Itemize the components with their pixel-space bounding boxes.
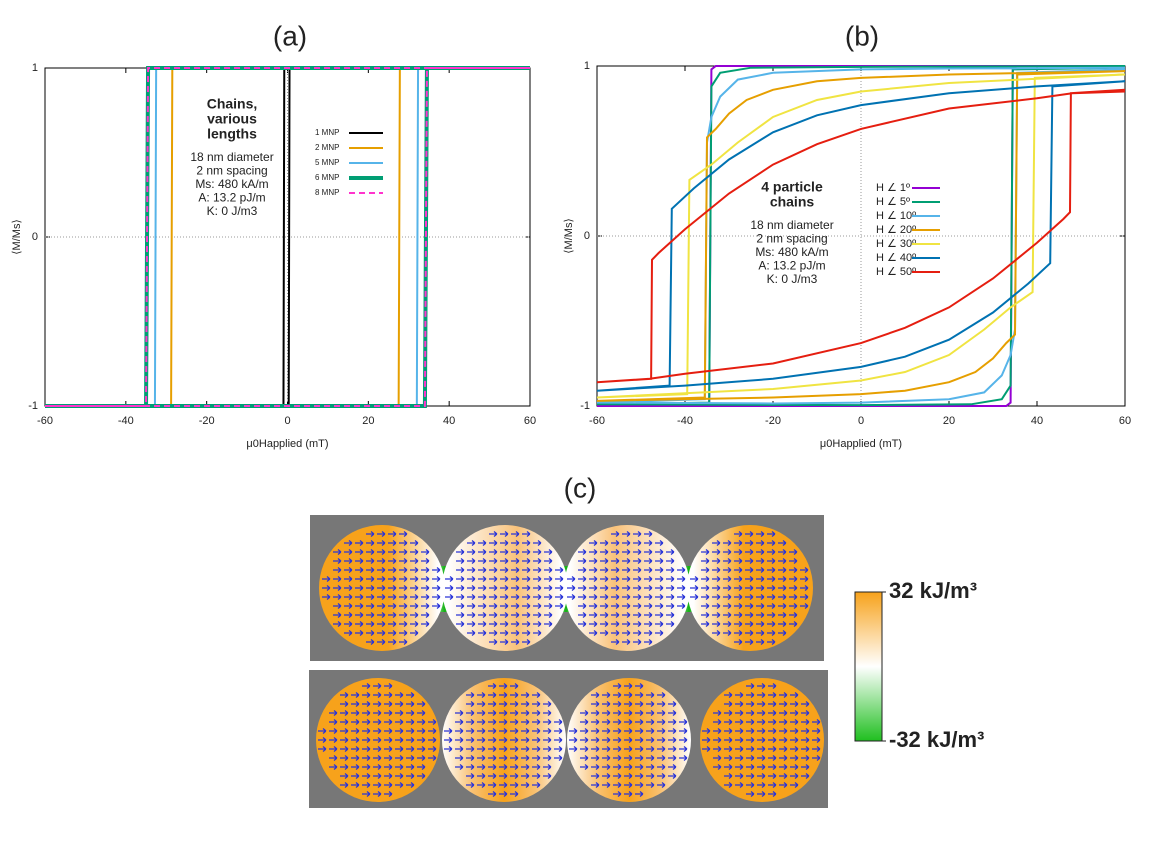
magnetization-arrows: [702, 683, 821, 797]
x-axis-label: μ0Happlied (mT): [820, 438, 902, 450]
y-tick-label: 0: [584, 230, 590, 242]
x-tick-label: 20: [943, 415, 955, 427]
panel-title: (c): [564, 472, 597, 503]
legend-label: 8 MNP: [315, 188, 339, 197]
annotation-line: Ms: 480 kA/m: [755, 245, 828, 259]
legend-label: H ∠ 10º: [876, 210, 916, 222]
legend-label: 5 MNP: [315, 158, 339, 167]
annotation-title: various: [207, 111, 257, 127]
y-tick-label: 0: [32, 231, 38, 243]
hysteresis-loop: [596, 80, 1126, 392]
annotation-line: K: 0 J/m3: [207, 204, 258, 218]
annotation-title: chains: [770, 194, 815, 210]
legend-label: 6 MNP: [315, 173, 339, 182]
x-tick-label: 0: [858, 415, 864, 427]
y-axis-label: ⟨M/Ms⟩: [563, 218, 575, 253]
annotation-title: 4 particle: [761, 179, 823, 195]
annotation-line: A: 13.2 pJ/m: [198, 191, 265, 205]
x-tick-label: 40: [1031, 415, 1043, 427]
x-tick-label: -60: [37, 415, 53, 427]
legend-label: H ∠ 5º: [876, 196, 910, 208]
y-tick-label: 1: [584, 60, 590, 72]
legend-label: H ∠ 30º: [876, 238, 916, 250]
x-tick-label: 0: [284, 415, 290, 427]
annotation-line: 18 nm diameter: [190, 150, 273, 164]
y-tick-label: -1: [28, 400, 38, 412]
x-tick-label: 60: [1119, 415, 1131, 427]
x-axis-label: μ0Happlied (mT): [246, 438, 328, 450]
hysteresis-loop: [596, 88, 1126, 384]
x-tick-label: -40: [118, 415, 134, 427]
annotation-line: 18 nm diameter: [750, 218, 833, 232]
annotation-title: Chains,: [207, 96, 258, 112]
panel-title: (b): [845, 20, 879, 51]
colorbar-label: -32 kJ/m³: [889, 727, 984, 752]
y-tick-label: 1: [32, 62, 38, 74]
annotation-line: K: 0 J/m3: [767, 272, 818, 286]
magnetization-arrows: [569, 683, 688, 797]
x-tick-label: 20: [362, 415, 374, 427]
x-tick-label: 60: [524, 415, 536, 427]
annotation-line: 2 nm spacing: [196, 164, 267, 178]
hysteresis-loop: [596, 70, 1126, 402]
colorbar-label: 32 kJ/m³: [889, 578, 977, 603]
legend-label: H ∠ 1º: [876, 182, 910, 194]
hysteresis-loop: [45, 67, 530, 407]
legend-label: H ∠ 20º: [876, 224, 916, 236]
y-axis-label: ⟨M/Ms⟩: [11, 219, 23, 254]
magnetization-arrows: [690, 531, 809, 645]
legend-label: 1 MNP: [315, 128, 339, 137]
x-tick-label: -40: [677, 415, 693, 427]
legend-label: H ∠ 50º: [876, 266, 916, 278]
magnetization-arrows: [318, 683, 437, 797]
x-tick-label: -20: [199, 415, 215, 427]
magnetization-arrows: [445, 531, 564, 645]
annotation-line: A: 13.2 pJ/m: [758, 259, 825, 273]
hysteresis-loop: [596, 65, 1126, 407]
hysteresis-loop: [596, 73, 1126, 399]
colorbar: [854, 591, 883, 742]
legend-label: 2 MNP: [315, 143, 339, 152]
magnetization-arrows: [444, 683, 563, 797]
annotation-title: lengths: [207, 126, 257, 142]
annotation-line: 2 nm spacing: [756, 232, 827, 246]
hysteresis-loop: [596, 66, 1126, 405]
legend-label: H ∠ 40º: [876, 252, 916, 264]
magnetization-arrows: [322, 531, 441, 645]
x-tick-label: 40: [443, 415, 455, 427]
magnetization-arrows: [567, 531, 686, 645]
x-tick-label: -20: [765, 415, 781, 427]
x-tick-label: -60: [589, 415, 605, 427]
annotation-line: Ms: 480 kA/m: [195, 177, 268, 191]
panel-title: (a): [273, 20, 307, 51]
y-tick-label: -1: [580, 400, 590, 412]
